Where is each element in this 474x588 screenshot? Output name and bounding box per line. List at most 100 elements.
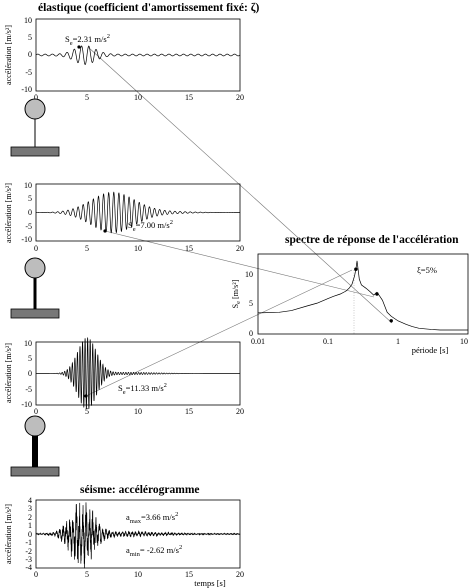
connector-line-3	[85, 269, 353, 397]
panel-3-xticks: 0 5 10 15 20	[34, 407, 244, 416]
spectrum-markers	[354, 267, 393, 323]
spectrum-yticks: 10 5 0	[245, 270, 253, 338]
panel-4-amin-annotation: amin= -2.62 m/s2	[126, 544, 182, 558]
panel-3-xtick: 5	[85, 407, 89, 416]
panel-2-xtick: 10	[134, 244, 142, 253]
panel-3-ytick: -5	[25, 385, 32, 394]
panel-2-xtick: 15	[185, 244, 193, 253]
spectrum-xtick: 10	[460, 337, 468, 346]
panel-4-ylabel: accélération [m/s²]	[4, 504, 13, 564]
panel-3: accélération [m/s²] 10 5 0 -5 -10 0 5 10…	[4, 337, 244, 416]
panel-4-ytick: -2	[25, 547, 32, 556]
oscillator-2-base	[10, 308, 60, 319]
panel-2-ytick: 10	[24, 181, 32, 190]
panel-4-ytick: 2	[28, 513, 32, 522]
spectrum-xlabel: période [s]	[412, 345, 449, 355]
oscillator-2	[10, 257, 60, 319]
oscillator-3	[10, 415, 60, 477]
panel-4-xlabel: temps [s]	[194, 578, 226, 588]
spectrum-zeta-label: ξ=5%	[417, 265, 437, 275]
panel-4-xtick: 15	[185, 570, 193, 579]
panel-2-ytick: 5	[28, 194, 32, 203]
spectrum-curve	[257, 260, 468, 331]
panel-2-xticks: 0 5 10 15 20	[34, 244, 244, 253]
panel-1-xtick: 0	[34, 93, 38, 102]
spectrum-xtick: 0.01	[251, 337, 265, 346]
panel-3-xtick: 0	[34, 407, 38, 416]
panel-3-ytick: 5	[28, 354, 32, 363]
panel-3-ylabel: accélération [m/s²]	[4, 343, 13, 403]
spectrum-marker	[354, 267, 358, 271]
panel-3-xtick: 15	[185, 407, 193, 416]
spectrum-marker	[389, 319, 393, 323]
panel-4-ytick: 4	[28, 496, 32, 505]
panel-1-annotation: Se=2.31 m/s2	[65, 33, 110, 47]
oscillator-3-column	[32, 436, 38, 467]
panel-1-xtick: 15	[185, 93, 193, 102]
panel-3-annotation: Se=11.33 m/s2	[118, 382, 167, 396]
panel-3-ytick: 0	[28, 369, 32, 378]
panel-4-xtick: 10	[134, 570, 142, 579]
panel-4-trace	[35, 502, 241, 569]
panel-1: accélération [m/s²] 10 5 0 -5 -10 0 5 10…	[4, 16, 244, 102]
oscillator-2-column	[33, 278, 37, 309]
panel-1-trace	[35, 45, 241, 65]
panel-1-yticks: 10 5 0 -5 -10	[21, 16, 32, 94]
panel-3-xtick: 20	[236, 407, 244, 416]
panel-4-xtick: 20	[236, 570, 244, 579]
oscillator-1-base	[10, 146, 60, 157]
panel-4-amax-annotation: amax=3.66 m/s2	[126, 511, 178, 525]
panel-2-ytick: -10	[21, 235, 32, 244]
spectrum-ytick: 5	[249, 299, 253, 308]
panel-2-yticks: 10 5 0 -5 -10	[21, 181, 32, 244]
panel-1-xtick: 5	[85, 93, 89, 102]
panel-3-yticks: 10 5 0 -5 -10	[21, 339, 32, 409]
panel-4-ytick: -4	[25, 563, 32, 572]
panel-2-ytick: -5	[25, 222, 32, 231]
spectrum-xtick: 0.1	[323, 337, 333, 346]
panel-2-annotation: Se=7.00 m/s2	[128, 219, 173, 233]
seismic-heading: séisme: accélérogramme	[80, 484, 200, 496]
panel-4-ytick: 3	[28, 504, 32, 513]
oscillator-3-base	[10, 466, 60, 477]
spectrum-ylabel: Se [m/s²]	[231, 279, 242, 308]
panel-3-ytick: -10	[21, 400, 32, 409]
panel-2-peak-marker	[103, 229, 107, 233]
panel-1-ylabel: accélération [m/s²]	[4, 25, 13, 85]
panel-1-xtick: 10	[134, 93, 142, 102]
spectrum-xticks: 0.01 0.1 1 10	[251, 337, 468, 346]
panel-2-ytick: 0	[28, 208, 32, 217]
spectrum-heading: spectre de réponse de l'accélération	[285, 234, 459, 246]
panel-2-trace	[35, 191, 240, 234]
oscillator-1-mass	[24, 98, 46, 120]
panel-4-xticks: 0 5 10 15 20	[34, 570, 244, 579]
panel-4-xtick: 0	[34, 570, 38, 579]
connector-line-2	[104, 230, 375, 298]
panel-3-peak-marker	[84, 394, 88, 398]
spectrum-frame	[257, 253, 469, 335]
panel-3-ytick: 10	[24, 339, 32, 348]
panel-2-xtick: 5	[85, 244, 89, 253]
panel-4-ytick: -1	[25, 538, 32, 547]
panel-2-xtick: 20	[236, 244, 244, 253]
oscillator-1	[10, 98, 60, 157]
panel-1-ytick: 5	[28, 33, 32, 42]
panel-1-ytick: -5	[25, 68, 32, 77]
panel-1-ytick: -10	[21, 85, 32, 94]
spectrum-xtick: 1	[396, 337, 400, 346]
panel-1-xtick: 20	[236, 93, 244, 102]
panel-3-trace	[36, 337, 240, 410]
panel-1-ytick: 10	[24, 16, 32, 25]
spectrum-panel: Se [m/s²] 10 5 0 0.01 0.1 1 10 période […	[231, 253, 469, 355]
panel-4-ytick: -3	[25, 555, 32, 564]
elastic-heading: élastique (coefficient d'amortissement f…	[38, 2, 260, 14]
panel-1-ytick: 0	[28, 50, 32, 59]
panel-2-ylabel: accélération [m/s²]	[4, 183, 13, 243]
panel-2-xtick: 0	[34, 244, 38, 253]
oscillator-3-mass	[24, 415, 46, 437]
spectrum-ytick: 0	[249, 329, 253, 338]
spectrum-ytick: 10	[245, 270, 253, 279]
panel-4: accélération [m/s²] 4 3 2 1 0 -1 -2 -3 -…	[4, 496, 244, 588]
panel-2: accélération [m/s²] 10 5 0 -5 -10 0 5 10…	[4, 181, 244, 253]
